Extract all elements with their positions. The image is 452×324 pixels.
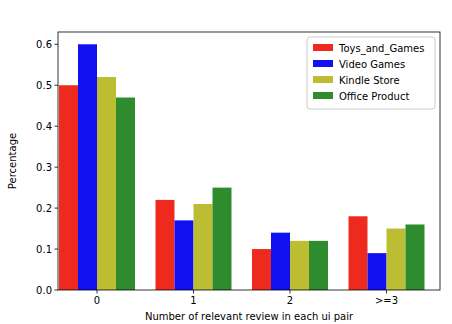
- bar: [116, 98, 135, 290]
- bar: [406, 224, 425, 290]
- x-tick: [97, 290, 98, 294]
- bar: [368, 253, 387, 290]
- bar: [290, 241, 309, 290]
- x-tick-label: >=3: [375, 295, 398, 306]
- x-tick-label: 1: [190, 295, 196, 306]
- y-tick-label: 0.4: [36, 121, 52, 132]
- bar: [156, 200, 175, 290]
- legend-label: Toys_and_Games: [338, 43, 424, 55]
- legend-label: Office Product: [339, 91, 409, 102]
- bar: [387, 229, 406, 290]
- bar: [97, 77, 116, 290]
- x-tick-label: 0: [94, 295, 100, 306]
- y-tick: [55, 85, 59, 86]
- bar: [78, 44, 97, 290]
- y-tick: [55, 167, 59, 168]
- y-tick: [55, 208, 59, 209]
- y-tick: [55, 44, 59, 45]
- plot-frame: [58, 32, 440, 290]
- bar: [271, 233, 290, 290]
- x-axis-label: Number of relevant review in each ui pai…: [145, 311, 354, 322]
- y-tick-label: 0.2: [36, 203, 52, 214]
- x-tick: [193, 290, 194, 294]
- legend-swatch: [313, 92, 333, 99]
- y-axis-label: Percentage: [7, 133, 18, 189]
- legend-swatch: [313, 44, 333, 51]
- y-tick-label: 0.3: [36, 162, 52, 173]
- y-tick-label: 0.6: [36, 39, 52, 50]
- legend: Toys_and_Games Video Games Kindle Store Off…: [307, 37, 435, 109]
- bar: [59, 85, 78, 290]
- x-tick: [386, 290, 387, 294]
- y-tick: [55, 290, 59, 291]
- y-tick: [55, 249, 59, 250]
- bar: [213, 188, 232, 290]
- legend-label: Video Games: [339, 59, 405, 70]
- chart: 0.0 0.1 0.2 0.3 0.4 0.5 0.6 0 1 2 >=3 Number of rel…: [0, 0, 452, 324]
- bar: [252, 249, 271, 290]
- bar: [175, 220, 194, 290]
- legend-swatch: [313, 76, 333, 83]
- y-tick: [55, 126, 59, 127]
- legend-box: [307, 37, 435, 109]
- bar: [194, 204, 213, 290]
- x-tick: [290, 290, 291, 294]
- y-tick-label: 0.1: [36, 244, 52, 255]
- x-tick-label: 2: [287, 295, 293, 306]
- y-tick-label: 0.5: [36, 80, 52, 91]
- legend-swatch: [313, 60, 333, 67]
- y-tick-label: 0.0: [36, 285, 52, 296]
- bar: [349, 216, 368, 290]
- legend-label: Kindle Store: [339, 75, 400, 86]
- bar: [309, 241, 328, 290]
- bars: [59, 44, 425, 290]
